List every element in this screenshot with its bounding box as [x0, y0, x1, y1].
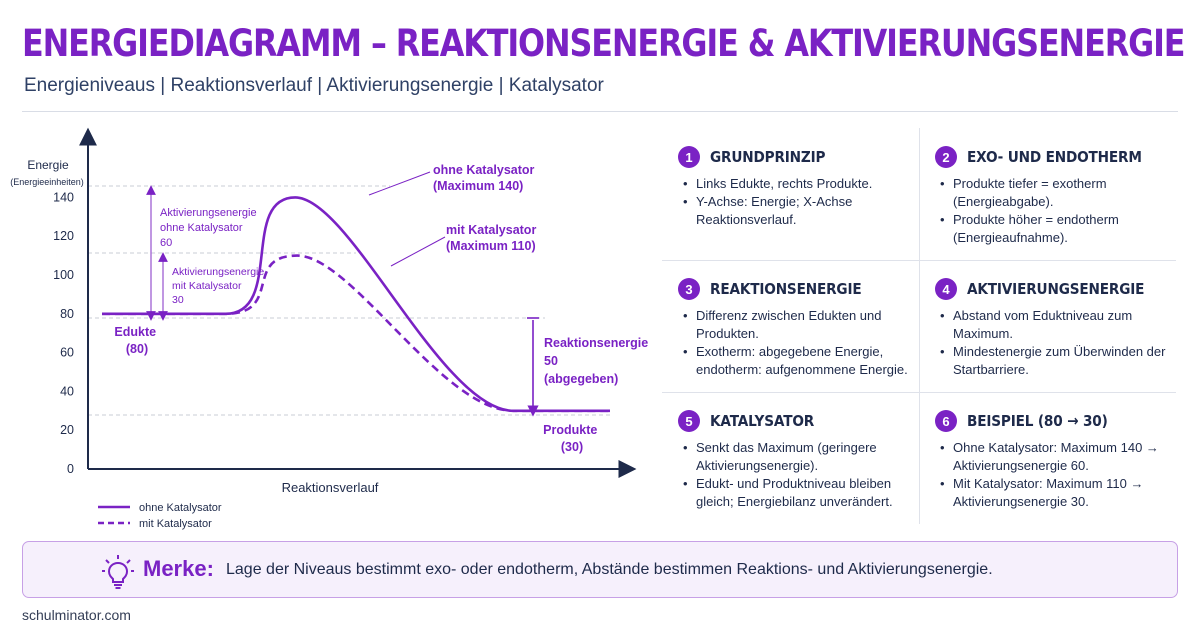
svg-text:Aktivierungsenergie mit Ka: Aktivierungsenergie mit Katalysator 30: [172, 266, 267, 306]
list-item: Y-Achse: Energie; X-Achse Reaktionsverla…: [680, 193, 912, 229]
card-reaktionsenergie: 3 REAKTIONSENERGIE Differenz zwischen Edu…: [662, 260, 919, 392]
card-title: REAKTIONSENERGIE: [710, 280, 862, 298]
y-tick-label: 140: [53, 190, 74, 204]
svg-text:Edukte (80): Edukte (80): [114, 325, 159, 356]
y-axis-label: Energie: [27, 158, 69, 172]
card-title: GRUNDPRINZIP: [710, 148, 826, 166]
ea-uncat-value: 60: [160, 237, 172, 249]
svg-text:mit Katalysator (Maximum 1: mit Katalysator (Maximum 110): [446, 223, 540, 253]
ea-cat-value: 30: [172, 294, 184, 306]
y-tick-label: 0: [67, 462, 74, 476]
card-title: AKTIVIERUNGSENERGIE: [967, 280, 1145, 298]
grid-divider-vertical: [919, 128, 920, 524]
list-item: Mindestenergie zum Überwinden der Startb…: [937, 343, 1169, 379]
legend-label-mit: mit Katalysator: [139, 518, 212, 530]
card-number-badge: 4: [935, 278, 957, 300]
list-item: Differenz zwischen Edukten und Produkten…: [680, 307, 912, 343]
card-exo-endotherm: 2 EXO- UND ENDOTHERM Produkte tiefer = ex…: [919, 128, 1176, 260]
list-item: Senkt das Maximum (geringere Aktivierung…: [680, 439, 912, 475]
educts-value: (80): [126, 342, 148, 356]
header-divider: [22, 111, 1178, 112]
svg-text:Produkte (30): Produkte (30): [543, 423, 601, 454]
list-item: Edukt- und Produktniveau bleiben gleich;…: [680, 475, 912, 511]
svg-text:Aktivierungsenergie ohne K: Aktivierungsenergie ohne Katalysator 60: [160, 207, 260, 249]
peak-uncat-label: ohne Katalysator: [433, 163, 535, 177]
reaction-energy-label: Reaktionsenergie: [544, 336, 648, 350]
card-title: EXO- UND ENDOTHERM: [967, 148, 1142, 166]
list-item: Mit Katalysator: Maximum 110 → Aktivieru…: [937, 475, 1169, 511]
card-aktivierungsenergie: 4 AKTIVIERUNGSENERGIE Abstand vom Eduktni…: [919, 260, 1176, 392]
footer-brand: schulminator.com: [22, 607, 131, 623]
svg-text:ohne Katalysator (Maximum: ohne Katalysator (Maximum 140): [433, 163, 538, 193]
merke-callout: Merke: Lage der Niveaus bestimmt exo- od…: [22, 541, 1178, 598]
legend-label-ohne: ohne Katalysator: [139, 502, 222, 514]
list-item: Exotherm: abgegebene Energie, endotherm:…: [680, 343, 912, 379]
callout-cat-leader: [390, 236, 446, 267]
card-number-badge: 1: [678, 146, 700, 168]
reaction-energy-note: (abgegeben): [544, 372, 618, 386]
y-axis-unit: (Energieeinheiten): [10, 177, 84, 187]
y-tick-label: 120: [53, 229, 74, 243]
series-line-mit-katalysator: [102, 254, 610, 413]
products-value: (30): [561, 440, 583, 454]
ea-cat-label-line1: Aktivierungsenergie: [172, 266, 264, 278]
reaction-energy-value: 50: [544, 354, 558, 368]
y-tick-label: 100: [53, 268, 74, 282]
peak-cat-label: mit Katalysator: [446, 223, 536, 237]
card-grundprinzip: 1 GRUNDPRINZIP Links Edukte, rechts Produ…: [662, 128, 919, 260]
series-line-ohne-katalysator: [102, 196, 610, 413]
card-title: KATALYSATOR: [710, 412, 815, 430]
card-number-badge: 2: [935, 146, 957, 168]
list-item: Produkte höher = endotherm (Energieaufna…: [937, 211, 1169, 247]
products-label: Produkte: [543, 423, 597, 437]
merke-text: Lage der Niveaus bestimmt exo- oder endo…: [226, 561, 993, 578]
peak-cat-value: (Maximum 110): [446, 239, 536, 253]
card-number-badge: 3: [678, 278, 700, 300]
grid-divider-1: [662, 260, 1176, 261]
page-subtitle: Energieniveaus | Reaktionsverlauf | Akti…: [24, 75, 604, 96]
grid-divider-2: [662, 392, 1176, 393]
callout-uncat-leader: [368, 171, 431, 196]
list-item: Produkte tiefer = exotherm (Energieabgab…: [937, 175, 1169, 211]
card-title: BEISPIEL (80 → 30): [967, 412, 1108, 430]
y-tick-label: 20: [60, 423, 74, 437]
y-tick-label: 80: [60, 307, 74, 321]
x-axis-label: Reaktionsverlauf: [282, 480, 379, 495]
card-katalysator: 5 KATALYSATOR Senkt das Maximum (geringer…: [662, 392, 919, 524]
educts-label: Edukte: [114, 325, 156, 339]
card-number-badge: 5: [678, 410, 700, 432]
peak-uncat-value: (Maximum 140): [433, 179, 523, 193]
list-item: Ohne Katalysator: Maximum 140 → Aktivier…: [937, 439, 1169, 475]
list-item: Links Edukte, rechts Produkte.: [680, 175, 912, 193]
energy-diagram: Energie (Energieeinheiten) Reaktionsverl…: [10, 127, 652, 530]
list-item: Abstand vom Eduktniveau zum Maximum.: [937, 307, 1169, 343]
y-tick-label: 40: [60, 384, 74, 398]
lightbulb-icon: [102, 555, 134, 589]
ea-uncat-label-line2: ohne Katalysator: [160, 222, 243, 234]
merke-label: Merke:: [143, 556, 214, 581]
page-title: ENERGIEDIAGRAMM – REAKTIONSENERGIE & AKT…: [22, 22, 1186, 65]
ea-uncat-label-line1: Aktivierungsenergie: [160, 207, 257, 219]
card-beispiel: 6 BEISPIEL (80 → 30) Ohne Katalysator: Ma…: [919, 392, 1176, 524]
ea-cat-label-line2: mit Katalysator: [172, 280, 242, 292]
svg-text:Reaktionsenergie 50 (a: Reaktionsenergie 50 (abgegeben): [544, 336, 652, 386]
card-number-badge: 6: [935, 410, 957, 432]
y-tick-label: 60: [60, 346, 74, 360]
info-cards-grid: 1 GRUNDPRINZIP Links Edukte, rechts Produ…: [662, 128, 1176, 524]
